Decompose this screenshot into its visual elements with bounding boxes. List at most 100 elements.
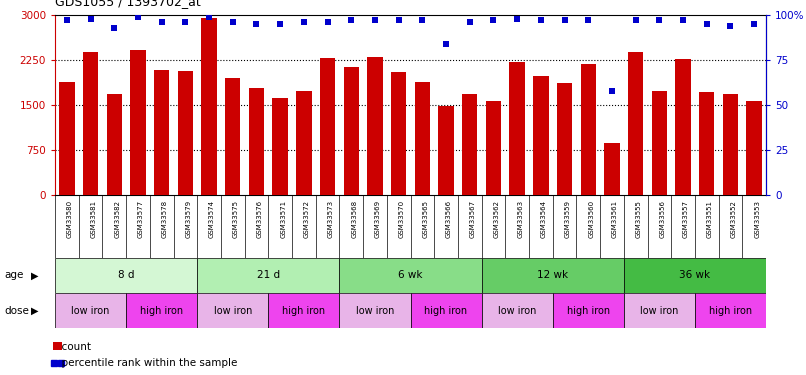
Bar	[580, 64, 596, 195]
Text: GSM33576: GSM33576	[256, 200, 263, 238]
Point	[534, 17, 547, 23]
Bar	[106, 94, 122, 195]
Bar	[197, 258, 339, 293]
Point	[511, 16, 524, 22]
Bar	[462, 94, 477, 195]
Text: ▶: ▶	[31, 270, 38, 280]
Point	[345, 17, 358, 23]
Text: GSM33569: GSM33569	[375, 200, 381, 238]
Bar	[368, 57, 383, 195]
Point	[321, 19, 334, 25]
Text: GSM33552: GSM33552	[730, 200, 737, 238]
Text: GSM33557: GSM33557	[683, 200, 689, 238]
Text: GSM33562: GSM33562	[493, 200, 500, 238]
Text: 12 wk: 12 wk	[537, 270, 568, 280]
Bar	[628, 52, 643, 195]
Bar	[320, 58, 335, 195]
Text: GSM33568: GSM33568	[351, 200, 357, 238]
Text: GSM33571: GSM33571	[280, 200, 286, 238]
Bar	[154, 70, 169, 195]
Point	[653, 17, 666, 23]
Text: GSM33570: GSM33570	[399, 200, 405, 238]
Bar	[296, 91, 312, 195]
Text: count: count	[55, 342, 91, 352]
Text: high iron: high iron	[709, 306, 752, 315]
Bar	[482, 293, 553, 328]
Bar	[202, 18, 217, 195]
Point	[60, 17, 73, 23]
Bar	[414, 82, 430, 195]
Text: GSM33574: GSM33574	[209, 200, 215, 238]
Point	[463, 19, 476, 25]
Point	[605, 88, 618, 94]
Text: GSM33572: GSM33572	[304, 200, 310, 238]
Text: GSM33578: GSM33578	[162, 200, 168, 238]
Point	[582, 17, 595, 23]
Text: GSM33577: GSM33577	[138, 200, 144, 238]
Text: GSM33551: GSM33551	[707, 200, 713, 238]
Bar	[624, 293, 695, 328]
Text: GSM33556: GSM33556	[659, 200, 665, 238]
Text: high iron: high iron	[567, 306, 610, 315]
Text: GSM33582: GSM33582	[114, 200, 120, 238]
Bar	[509, 62, 525, 195]
Text: GSM33579: GSM33579	[185, 200, 191, 238]
Text: GSM33565: GSM33565	[422, 200, 428, 238]
Text: GSM33563: GSM33563	[517, 200, 523, 238]
Bar	[699, 92, 714, 195]
Text: low iron: low iron	[498, 306, 536, 315]
Point	[629, 17, 642, 23]
Bar	[126, 293, 197, 328]
Point	[439, 41, 452, 47]
Text: GSM33567: GSM33567	[470, 200, 476, 238]
Bar	[723, 94, 738, 195]
Bar	[339, 258, 482, 293]
Bar	[225, 78, 240, 195]
Bar	[268, 293, 339, 328]
Bar	[675, 59, 691, 195]
Bar	[55, 258, 197, 293]
Point	[676, 17, 689, 23]
Text: high iron: high iron	[282, 306, 326, 315]
Text: age: age	[4, 270, 23, 280]
Text: 6 wk: 6 wk	[398, 270, 423, 280]
Point	[226, 19, 239, 25]
Point	[250, 21, 263, 27]
Bar	[482, 258, 624, 293]
Bar	[410, 293, 482, 328]
Text: GSM33573: GSM33573	[327, 200, 334, 238]
Bar	[272, 98, 288, 195]
Text: GSM33566: GSM33566	[446, 200, 452, 238]
Point	[131, 14, 144, 20]
Bar	[746, 101, 762, 195]
Point	[84, 16, 97, 22]
Text: GSM33561: GSM33561	[612, 200, 618, 238]
Text: percentile rank within the sample: percentile rank within the sample	[55, 358, 238, 368]
Text: 8 d: 8 d	[118, 270, 135, 280]
Point	[416, 17, 429, 23]
Text: high iron: high iron	[140, 306, 183, 315]
Bar	[131, 50, 146, 195]
Text: GSM33580: GSM33580	[67, 200, 73, 238]
Text: GSM33575: GSM33575	[233, 200, 239, 238]
Bar	[391, 72, 406, 195]
Text: GSM33553: GSM33553	[754, 200, 760, 238]
Point	[558, 17, 571, 23]
Bar	[55, 293, 126, 328]
Text: GDS1055 / 1393702_at: GDS1055 / 1393702_at	[55, 0, 201, 8]
Point	[393, 17, 405, 23]
Point	[700, 21, 713, 27]
Bar	[59, 82, 74, 195]
Bar	[624, 258, 766, 293]
Text: low iron: low iron	[355, 306, 394, 315]
Bar	[604, 143, 620, 195]
Bar	[486, 101, 501, 195]
Bar	[695, 293, 766, 328]
Text: low iron: low iron	[214, 306, 252, 315]
Bar	[533, 76, 549, 195]
Point	[179, 19, 192, 25]
Bar	[249, 88, 264, 195]
Bar	[343, 67, 359, 195]
Text: GSM33581: GSM33581	[90, 200, 97, 238]
Point	[368, 17, 381, 23]
